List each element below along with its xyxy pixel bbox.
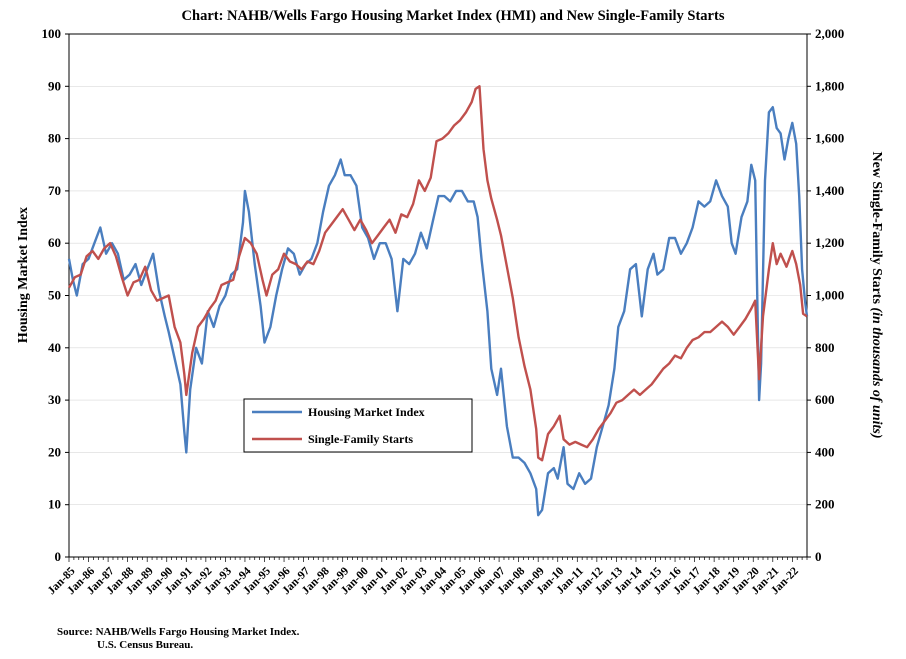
left-tick-label: 100 — [42, 26, 62, 41]
right-tick-label: 200 — [815, 497, 835, 512]
source-line-2: U.S. Census Bureau. — [97, 639, 193, 651]
left-tick-label: 80 — [48, 131, 61, 146]
y-axis-right-label-main: New Single-Family Starts — [869, 151, 884, 307]
right-tick-label: 1,800 — [815, 78, 844, 93]
hmi-series-line — [67, 106, 809, 517]
left-tick-label: 50 — [48, 288, 61, 303]
left-tick-label: 30 — [48, 392, 61, 407]
right-tick-label: 1,000 — [815, 288, 844, 303]
left-tick-label: 60 — [48, 235, 61, 250]
right-tick-label: 800 — [815, 340, 835, 355]
right-tick-label: 1,200 — [815, 235, 844, 250]
right-tick-label: 400 — [815, 444, 835, 459]
y-axis-left-label: Housing Market Index — [16, 207, 31, 343]
left-tick-label: 90 — [48, 78, 61, 93]
legend-box — [243, 398, 473, 453]
x-axis: Jan-85Jan-86Jan-87Jan-88Jan-89Jan-90Jan-… — [46, 557, 808, 597]
y-axis-right-label: New Single-Family Starts (in thousands o… — [869, 151, 884, 438]
left-tick-label: 10 — [48, 497, 61, 512]
left-tick-label: 40 — [48, 340, 61, 355]
right-tick-label: 1,400 — [815, 183, 844, 198]
legend: Housing Market Index Single-Family Start… — [243, 398, 473, 453]
right-tick-label: 2,000 — [815, 26, 844, 41]
legend-starts-label: Single-Family Starts — [308, 432, 413, 446]
right-axis: 0 200 400 600 800 1,000 1,200 1,400 1,600 1,800 2,… — [807, 26, 844, 564]
chart-title: Chart: NAHB/Wells Fargo Housing Market I… — [182, 8, 725, 24]
gridlines — [69, 86, 807, 506]
source-line-1: Source: NAHB/Wells Fargo Housing Market … — [57, 626, 300, 638]
left-tick-label: 20 — [48, 444, 61, 459]
right-tick-label: 1,600 — [815, 131, 844, 146]
right-tick-label: 0 — [815, 549, 822, 564]
legend-hmi-label: Housing Market Index — [308, 405, 425, 419]
left-tick-label: 0 — [55, 549, 62, 564]
starts-series-line — [67, 85, 808, 462]
y-axis-right-label-unit: (in thousands of units) — [869, 307, 884, 438]
left-tick-label: 70 — [48, 183, 61, 198]
left-axis: 0 10 20 30 40 50 60 70 80 90 100 — [42, 26, 69, 564]
right-tick-label: 600 — [815, 392, 835, 407]
